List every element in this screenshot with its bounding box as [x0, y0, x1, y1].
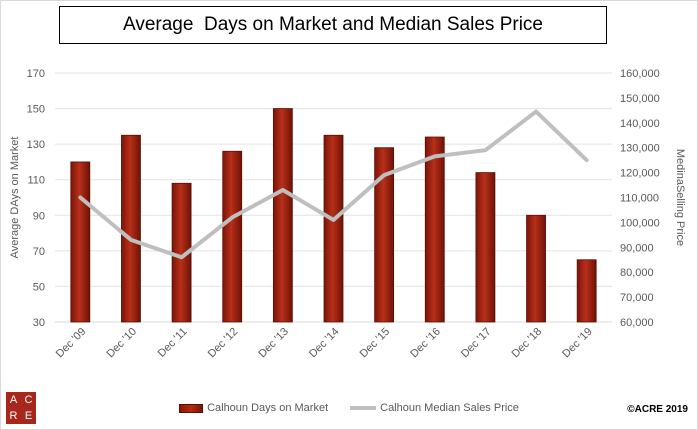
y-tick-label: 30 [33, 317, 45, 329]
y2-tick-label: 80,000 [620, 267, 654, 279]
bar-days-on-market [222, 150, 243, 323]
legend-swatch-price [350, 406, 377, 410]
logo-letter: R [9, 409, 18, 422]
x-tick-label: Dec '14 [307, 326, 342, 361]
y-tick-label: 50 [33, 281, 45, 293]
y2-tick-label: 60,000 [620, 317, 654, 329]
x-tick-label: Dec '10 [104, 326, 139, 361]
y2-tick-label: 160,000 [620, 68, 660, 80]
y-tick-label: 170 [27, 68, 45, 80]
y2-tick-label: 150,000 [620, 93, 660, 105]
logo-letter: E [24, 409, 33, 422]
x-tick-label: Dec '09 [54, 326, 89, 361]
x-tick-label: Dec '19 [560, 326, 595, 361]
acre-logo: A C R E [6, 392, 36, 424]
x-tick-label: Dec '12 [206, 326, 241, 361]
legend: Calhoun Days on Market Calhoun Median Sa… [0, 398, 698, 418]
chart-title: Average Days on Market and Median Sales … [59, 6, 607, 44]
logo-letter: A [9, 393, 18, 406]
legend-label-price: Calhoun Median Sales Price [380, 402, 519, 414]
y-axis-title: Average DAys on Market [9, 137, 21, 259]
legend-swatch-days [179, 403, 204, 413]
legend-item-price: Calhoun Median Sales Price [350, 402, 519, 414]
y2-tick-label: 140,000 [620, 118, 660, 130]
y2-axis-title: MedinaSelling Price [674, 149, 686, 246]
y2-tick-label: 90,000 [620, 242, 654, 254]
legend-label-days: Calhoun Days on Market [207, 402, 329, 414]
x-tick-label: Dec '16 [408, 326, 443, 361]
x-tick-label: Dec '13 [256, 326, 291, 361]
logo-letter: C [24, 393, 33, 406]
x-tick-label: Dec '15 [358, 326, 393, 361]
bar-days-on-market [374, 147, 395, 323]
y-tick-label: 150 [27, 104, 45, 116]
copyright-text: ©ACRE 2019 [627, 404, 688, 415]
y-tick-label: 130 [27, 139, 45, 151]
x-tick-label: Dec '11 [156, 326, 190, 360]
y-tick-label: 90 [33, 210, 45, 222]
x-tick-label: Dec '18 [510, 326, 545, 361]
bar-days-on-market [272, 108, 293, 323]
bar-days-on-market [526, 214, 546, 323]
bar-days-on-market [576, 259, 597, 323]
y2-tick-label: 100,000 [620, 217, 660, 229]
bar-days-on-market [475, 172, 496, 323]
y2-tick-label: 70,000 [620, 292, 654, 304]
bar-days-on-market [323, 134, 344, 323]
bar-days-on-market [70, 161, 91, 323]
x-tick-label: Dec '17 [459, 326, 494, 361]
y2-tick-label: 130,000 [620, 143, 660, 155]
legend-item-days: Calhoun Days on Market [179, 402, 328, 414]
y2-tick-label: 110,000 [620, 193, 659, 205]
bar-days-on-market [121, 134, 141, 323]
y2-tick-label: 120,000 [620, 168, 660, 180]
bar-days-on-market [424, 136, 445, 323]
y-tick-label: 70 [33, 246, 45, 258]
y-tick-label: 110 [27, 175, 45, 187]
